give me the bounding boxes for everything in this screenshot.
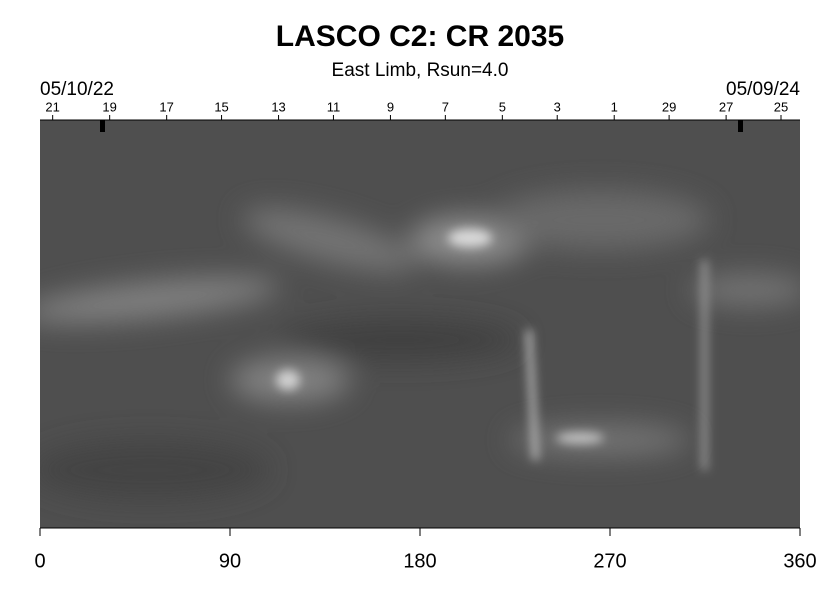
top-tick-label: 29 — [662, 99, 676, 114]
top-tick-label: 13 — [271, 99, 285, 114]
top-tick-label: 17 — [159, 99, 173, 114]
top-tick-label: 9 — [387, 99, 394, 114]
chart-subtitle: East Limb, Rsun=4.0 — [332, 60, 509, 81]
top-tick-label: 19 — [102, 99, 116, 114]
start-date: 05/10/22 — [40, 79, 114, 100]
top-tick-label: 1 — [611, 99, 618, 114]
chart-title: LASCO C2: CR 2035 — [276, 20, 564, 53]
synoptic-image — [40, 120, 800, 528]
x-tick-label: 90 — [219, 550, 241, 572]
end-date: 05/09/24 — [726, 79, 800, 100]
top-tick-label: 25 — [774, 99, 788, 114]
top-tick-label: 11 — [327, 99, 341, 114]
x-tick-label: 0 — [34, 550, 45, 572]
x-tick-label: 180 — [403, 550, 436, 572]
x-tick-label: 360 — [783, 550, 816, 572]
top-tick-label: 5 — [499, 99, 506, 114]
x-tick-label: 270 — [593, 550, 626, 572]
top-tick-label: 7 — [442, 99, 449, 114]
top-tick-label: 15 — [214, 99, 228, 114]
top-tick-label: 21 — [45, 99, 59, 114]
top-tick-label: 3 — [554, 99, 561, 114]
top-tick-label: 27 — [719, 99, 733, 114]
